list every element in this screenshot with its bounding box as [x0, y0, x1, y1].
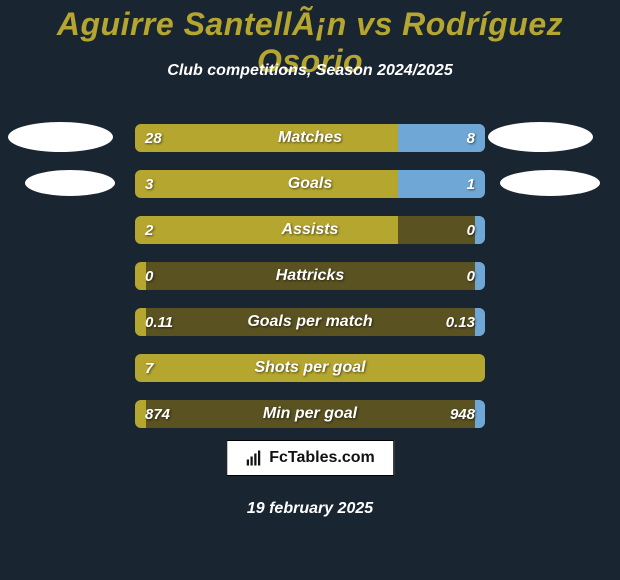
stat-bars: 288Matches 31Goals 20Assists 00Hattricks 0.1… [135, 124, 485, 446]
stat-row: 20Assists [135, 216, 485, 244]
stat-label: Shots per goal [135, 354, 485, 382]
stat-row: 288Matches [135, 124, 485, 152]
player-avatar-placeholder [8, 122, 113, 152]
chart-icon [245, 449, 263, 467]
player-avatar-placeholder [500, 170, 600, 196]
subtitle: Club competitions, Season 2024/2025 [0, 62, 620, 80]
date-text: 19 february 2025 [0, 500, 620, 518]
stat-row: 31Goals [135, 170, 485, 198]
stat-label: Goals [135, 170, 485, 198]
stat-row: 00Hattricks [135, 262, 485, 290]
player-avatar-placeholder [488, 122, 593, 152]
stat-label: Assists [135, 216, 485, 244]
source-text: FcTables.com [269, 449, 375, 467]
stat-label: Matches [135, 124, 485, 152]
stat-label: Hattricks [135, 262, 485, 290]
stat-row: 7Shots per goal [135, 354, 485, 382]
player-avatar-placeholder [25, 170, 115, 196]
stat-label: Min per goal [135, 400, 485, 428]
stat-row: 874948Min per goal [135, 400, 485, 428]
stat-row: 0.110.13Goals per match [135, 308, 485, 336]
comparison-infographic: Aguirre SantellÃ¡n vs Rodríguez Osorio C… [0, 0, 620, 580]
stat-label: Goals per match [135, 308, 485, 336]
source-badge: FcTables.com [226, 440, 394, 476]
